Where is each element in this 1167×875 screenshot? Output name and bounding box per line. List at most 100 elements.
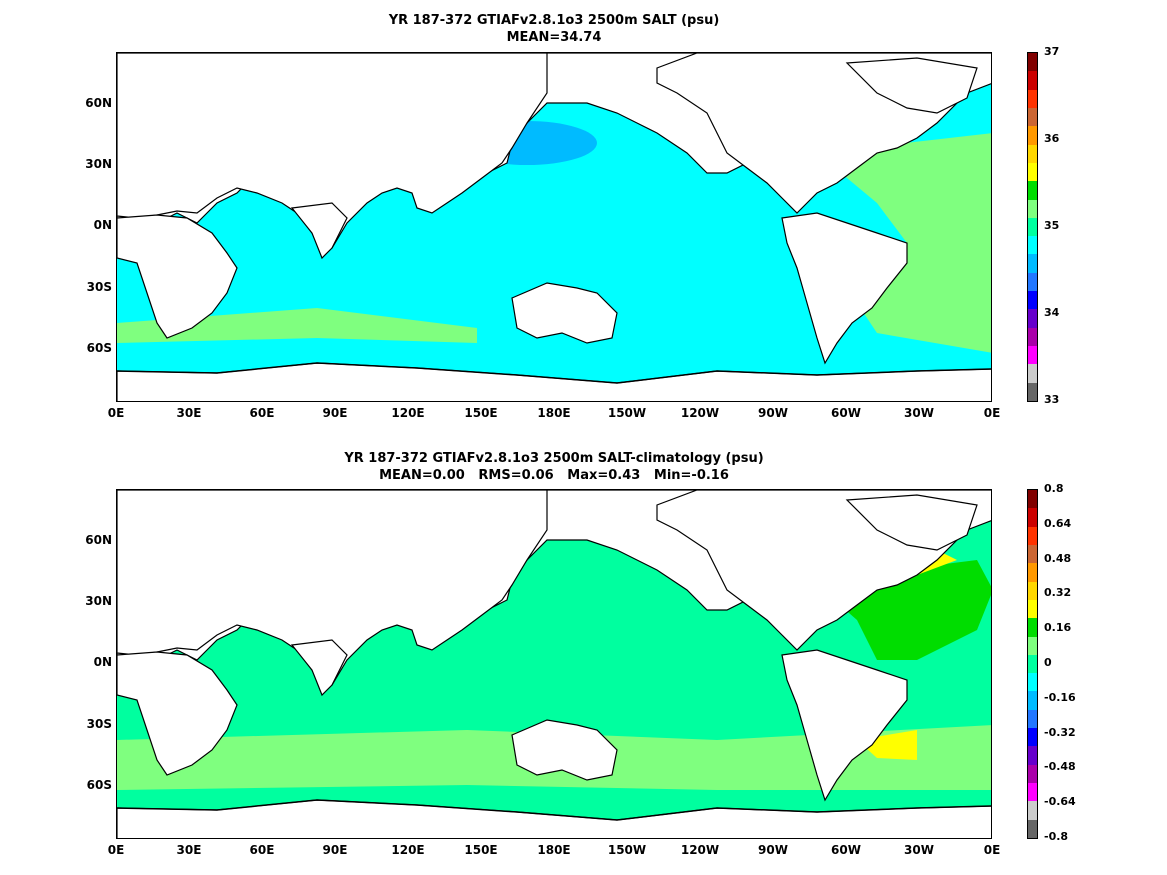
colorbar-swatch bbox=[1028, 819, 1037, 838]
y-tick-label: 30N bbox=[85, 157, 112, 171]
x-tick-label: 30E bbox=[176, 843, 202, 857]
land-australia bbox=[511, 282, 618, 344]
colorbar-label: 0.16 bbox=[1044, 621, 1072, 635]
map-svg bbox=[117, 53, 991, 401]
x-tick-label: 90W bbox=[758, 406, 788, 420]
x-tick-label: 120W bbox=[680, 843, 720, 857]
colorbar-swatch bbox=[1028, 199, 1037, 218]
colorbar-swatch bbox=[1028, 236, 1037, 255]
panel2-title: YR 187-372 GTIAFv2.8.1o3 2500m SALT-clim… bbox=[344, 451, 764, 466]
land-greenland bbox=[845, 57, 978, 114]
x-tick-label: 180E bbox=[537, 843, 571, 857]
colorbar-swatch bbox=[1028, 144, 1037, 163]
colorbar-swatch bbox=[1028, 636, 1037, 655]
x-tick-label: 0E bbox=[107, 843, 125, 857]
colorbar-label: 37 bbox=[1044, 45, 1060, 58]
colorbar-swatch bbox=[1028, 654, 1037, 674]
land-samerica bbox=[781, 649, 908, 802]
x-tick-label: 90E bbox=[322, 843, 348, 857]
colorbar-swatch bbox=[1028, 563, 1037, 582]
colorbar-swatch bbox=[1028, 783, 1037, 802]
colorbar-swatch bbox=[1028, 691, 1037, 710]
y-tick-label: 30S bbox=[86, 280, 112, 294]
colorbar-label: -0.48 bbox=[1044, 760, 1076, 774]
antarctic-coast bbox=[117, 362, 991, 384]
land-india bbox=[290, 639, 348, 697]
colorbar-swatch bbox=[1028, 618, 1037, 637]
y-tick-label: 60S bbox=[86, 778, 112, 792]
colorbar-swatch bbox=[1028, 181, 1037, 200]
colorbar-label: -0.16 bbox=[1044, 690, 1076, 704]
colorbar-swatch bbox=[1028, 346, 1037, 365]
panel1-colorbar bbox=[1027, 52, 1038, 402]
colorbar-label: -0.64 bbox=[1044, 795, 1076, 809]
x-tick-label: 60W bbox=[831, 406, 861, 420]
colorbar-swatch bbox=[1028, 526, 1037, 545]
land-india bbox=[290, 202, 348, 260]
x-tick-label: 0E bbox=[107, 406, 125, 420]
land-africa bbox=[117, 214, 238, 339]
x-tick-label: 120E bbox=[391, 843, 425, 857]
colorbar-swatch bbox=[1028, 327, 1037, 346]
colorbar-swatch bbox=[1028, 801, 1037, 820]
colorbar-label: 36 bbox=[1044, 132, 1060, 145]
colorbar-swatch bbox=[1028, 53, 1037, 72]
x-tick-label: 120E bbox=[391, 406, 425, 420]
colorbar-swatch bbox=[1028, 254, 1037, 273]
colorbar-swatch bbox=[1028, 309, 1037, 328]
colorbar-swatch bbox=[1028, 107, 1037, 127]
x-tick-label: 90E bbox=[322, 406, 348, 420]
colorbar-swatch bbox=[1028, 126, 1037, 145]
colorbar-label: 35 bbox=[1044, 219, 1060, 232]
land-africa bbox=[117, 651, 238, 776]
colorbar-label: 0 bbox=[1044, 656, 1052, 669]
panel2-colorbar bbox=[1027, 489, 1038, 839]
colorbar-swatch bbox=[1028, 291, 1037, 310]
x-tick-label: 180E bbox=[537, 406, 571, 420]
x-tick-label: 150E bbox=[464, 843, 498, 857]
panel1-map bbox=[116, 52, 992, 402]
colorbar-label: -0.32 bbox=[1044, 725, 1076, 739]
x-tick-label: 60E bbox=[249, 843, 275, 857]
panel2-subtitle: MEAN=0.00 RMS=0.06 Max=0.43 Min=-0.16 bbox=[379, 468, 729, 483]
y-tick-label: 60S bbox=[86, 341, 112, 355]
colorbar-swatch bbox=[1028, 764, 1037, 783]
colorbar-label: -0.8 bbox=[1044, 830, 1069, 843]
colorbar-swatch bbox=[1028, 599, 1037, 619]
colorbar-swatch bbox=[1028, 382, 1037, 401]
colorbar-label: 0.8 bbox=[1044, 482, 1064, 495]
map-svg bbox=[117, 490, 991, 838]
x-tick-label: 30E bbox=[176, 406, 202, 420]
x-tick-label: 30W bbox=[904, 843, 934, 857]
x-tick-label: 150W bbox=[607, 843, 647, 857]
atlantic-high-salt bbox=[817, 133, 991, 353]
x-tick-label: 150E bbox=[464, 406, 498, 420]
x-tick-label: 120W bbox=[680, 406, 720, 420]
colorbar-label: 33 bbox=[1044, 393, 1060, 406]
colorbar-swatch bbox=[1028, 581, 1037, 600]
colorbar-label: 0.32 bbox=[1044, 586, 1072, 600]
colorbar-swatch bbox=[1028, 544, 1037, 564]
x-tick-label: 30W bbox=[904, 406, 934, 420]
x-tick-label: 0E bbox=[983, 843, 1001, 857]
x-tick-label: 60W bbox=[831, 843, 861, 857]
y-tick-label: 60N bbox=[85, 533, 112, 547]
y-tick-label: 30S bbox=[86, 717, 112, 731]
colorbar-swatch bbox=[1028, 673, 1037, 692]
colorbar-swatch bbox=[1028, 162, 1037, 182]
colorbar-swatch bbox=[1028, 217, 1037, 237]
land-asia_fill bbox=[117, 490, 548, 691]
colorbar-swatch bbox=[1028, 71, 1037, 90]
colorbar-swatch bbox=[1028, 89, 1037, 108]
antarctic-coast bbox=[117, 799, 991, 821]
x-tick-label: 90W bbox=[758, 843, 788, 857]
panel1-subtitle: MEAN=34.74 bbox=[506, 30, 602, 45]
colorbar-swatch bbox=[1028, 272, 1037, 292]
land-australia bbox=[511, 719, 618, 781]
x-tick-label: 60E bbox=[249, 406, 275, 420]
y-tick-label: 0N bbox=[93, 218, 112, 232]
colorbar-swatch bbox=[1028, 364, 1037, 383]
y-tick-label: 60N bbox=[85, 96, 112, 110]
panel1-title: YR 187-372 GTIAFv2.8.1o3 2500m SALT (psu… bbox=[388, 13, 720, 28]
y-tick-label: 30N bbox=[85, 594, 112, 608]
